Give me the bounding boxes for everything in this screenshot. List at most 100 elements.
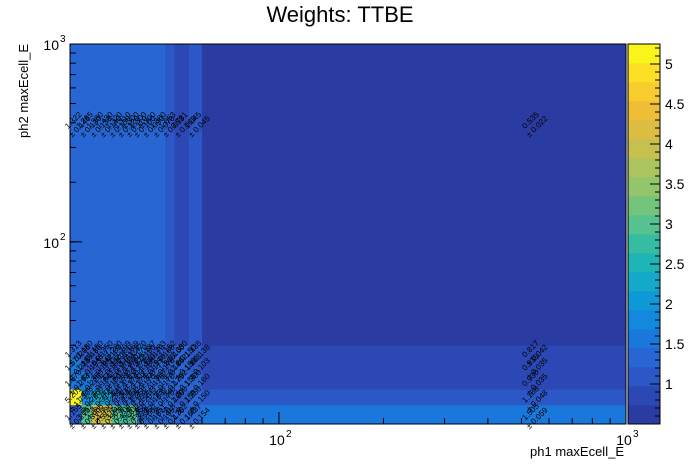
plot-frame: [69, 43, 627, 425]
heatmap-cell: [188, 44, 203, 346]
colorbar: 1 1.5 2 2.5 3 3.5 4 4.5 5: [627, 43, 685, 425]
chart-title: Weights: TTBE: [266, 2, 413, 27]
x-tick-exponent: 3: [633, 429, 639, 440]
colorbar-swatch: [628, 367, 660, 387]
x-axis-label: ph1 maxEcell_E: [530, 444, 624, 459]
heatmap-cell: [174, 404, 190, 425]
colorbar-swatch: [628, 329, 660, 349]
heatmap-cell: [165, 44, 175, 346]
heatmap-cell: [144, 389, 156, 406]
y-tick-exponent: 2: [60, 232, 66, 243]
heatmap-cell: [102, 345, 113, 358]
colorbar-swatch: [628, 139, 660, 159]
heatmap-cell: [201, 345, 627, 358]
colorbar-swatch: [628, 405, 660, 425]
x-tick-exponent: 2: [286, 429, 292, 440]
heatmap-cell: [70, 389, 82, 406]
heatmap-cell: [165, 345, 175, 358]
heatmap-cell: [137, 357, 145, 373]
heatmap-cell: [120, 404, 130, 425]
heatmap-cell: [111, 357, 122, 373]
heatmap-cell: [129, 345, 138, 358]
heatmap-cell: [129, 357, 138, 373]
heatmap-cells: [70, 44, 627, 425]
colorbar-swatch: [628, 44, 660, 64]
heatmap-cell: [92, 389, 103, 406]
heatmap-cell: [120, 357, 130, 373]
heatmap-cell: [81, 345, 93, 358]
heatmap-cell: [174, 371, 190, 390]
heatmap-cell: [188, 345, 203, 358]
heatmap-cell: [201, 371, 627, 390]
colorbar-swatch: [628, 272, 660, 292]
heatmap-cell: [174, 44, 190, 346]
heatmap-cell: [144, 371, 156, 390]
heatmap-cell: [165, 371, 175, 390]
heatmap-cell: [137, 389, 145, 406]
heatmap-cell: [188, 404, 203, 425]
heatmap-cell: [155, 357, 166, 373]
heatmap-cell: [81, 371, 93, 390]
heatmap-cell: [174, 389, 190, 406]
heatmap-cell: [201, 389, 627, 406]
heatmap-cell: [120, 389, 130, 406]
colorbar-tick-label: 5: [665, 56, 673, 72]
colorbar-swatch: [628, 234, 660, 254]
heatmap-cell: [70, 44, 82, 346]
heatmap-cell: [92, 404, 103, 425]
y-tick-label: 10: [43, 37, 59, 53]
heatmap-cell: [165, 404, 175, 425]
heatmap-cell: [70, 404, 82, 425]
colorbar-swatch: [628, 253, 660, 273]
heatmap-cell: [81, 389, 93, 406]
heatmap-cell: [70, 345, 82, 358]
heatmap-cell: [70, 357, 82, 373]
heatmap-cell: [81, 357, 93, 373]
heatmap-cell: [102, 44, 113, 346]
heatmap-cell: [120, 345, 130, 358]
heatmap-cell: [174, 345, 190, 358]
heatmap-cell: [155, 44, 166, 346]
colorbar-swatch: [628, 120, 660, 140]
heatmap-cell: [70, 371, 82, 390]
heatmap-cell: [102, 404, 113, 425]
heatmap-cell: [188, 389, 203, 406]
colorbar-swatch: [628, 82, 660, 102]
heatmap-cell: [188, 371, 203, 390]
heatmap-cell: [129, 371, 138, 390]
heatmap-cell: [129, 404, 138, 425]
heatmap-cell: [144, 357, 156, 373]
colorbar-swatch: [628, 310, 660, 330]
colorbar-swatch: [628, 386, 660, 406]
heatmap-cell: [120, 371, 130, 390]
colorbar-swatch: [628, 348, 660, 368]
heatmap-cell: [155, 389, 166, 406]
heatmap-cell: [188, 357, 203, 373]
heatmap-cell: [129, 389, 138, 406]
heatmap-cell: [137, 44, 145, 346]
heatmap-cell: [165, 357, 175, 373]
y-tick-label: 10: [43, 235, 59, 251]
heatmap-cell: [111, 389, 122, 406]
y-tick-exponent: 3: [60, 34, 66, 45]
heatmap-cell: [201, 44, 627, 346]
heatmap-cell: [111, 371, 122, 390]
heatmap-cell: [81, 44, 93, 346]
colorbar-swatch: [628, 158, 660, 178]
heatmap-cell: [155, 345, 166, 358]
colorbar-swatch: [628, 63, 660, 83]
heatmap-cell: [92, 44, 103, 346]
heatmap-cell: [102, 357, 113, 373]
heatmap-cell: [92, 371, 103, 390]
colorbar-tick-label: 3.5: [665, 176, 685, 192]
heatmap-cell: [81, 404, 93, 425]
heatmap-cell: [111, 404, 122, 425]
colorbar-tick-label: 2.5: [665, 256, 685, 272]
colorbar-swatch: [628, 196, 660, 216]
heatmap-cell: [174, 357, 190, 373]
colorbar-swatch: [628, 177, 660, 197]
heatmap-cell: [144, 44, 156, 346]
x-tick-label: 10: [269, 432, 285, 448]
